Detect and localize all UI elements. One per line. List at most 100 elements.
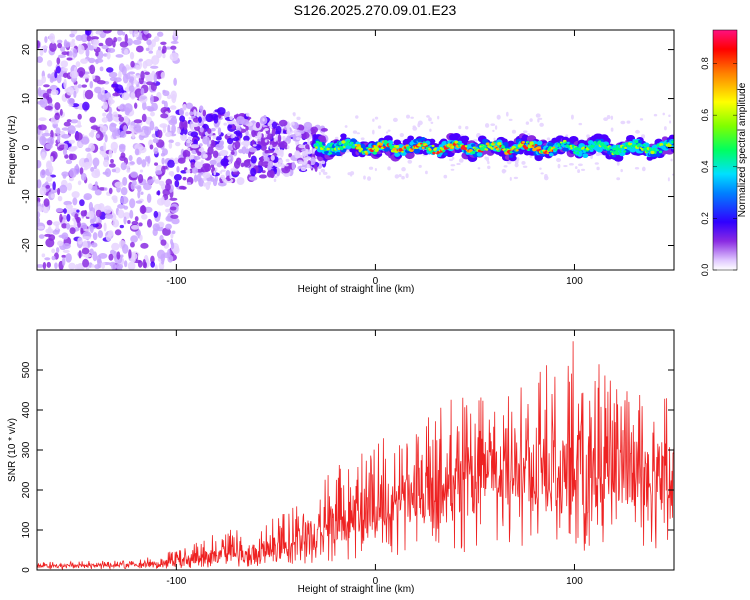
spectrogram-cell (241, 140, 251, 147)
spectrogram-cell (413, 148, 421, 154)
spectrogram-cell (61, 127, 69, 131)
spectrogram-cell (641, 166, 646, 172)
spectrogram-cell (95, 30, 102, 35)
spectrogram-cell (607, 148, 610, 151)
spectrogram-cell (112, 92, 120, 97)
spectrogram-cell (82, 89, 87, 100)
spectrogram-cell (114, 167, 121, 174)
spectrogram-cell (161, 157, 165, 165)
spectrogram-cell (243, 135, 250, 142)
spectrogram-cell (451, 145, 455, 149)
spectrogram-cell (355, 115, 359, 119)
spectrogram-cell (609, 150, 613, 153)
spectrogram-cell (578, 122, 583, 126)
spectrogram-cell (653, 113, 658, 117)
spectrogram-cell (93, 39, 98, 50)
spectrogram-cell (167, 124, 171, 134)
spectrogram-cell (577, 169, 581, 174)
spectrogram-cell (623, 150, 627, 153)
spectrogram-cell (212, 150, 219, 158)
spectrogram-cell (341, 140, 346, 144)
spectrogram-cell (42, 92, 50, 99)
spectrogram-cell (92, 232, 98, 241)
spectrogram-cell (117, 30, 124, 36)
spectrogram-cell (182, 133, 186, 139)
spectrogram-cell (171, 124, 176, 134)
spectrogram-cell (571, 114, 574, 120)
spectrogram-cell (637, 139, 643, 144)
spectrogram-cell (75, 263, 79, 270)
spectrogram-cell (75, 61, 81, 67)
spectrogram-cell (142, 259, 147, 269)
spectrogram-cell (503, 165, 508, 168)
spectrogram-cell (140, 191, 144, 195)
spectrogram-cell (670, 158, 673, 162)
spectrogram-cell (101, 44, 109, 50)
spectrogram-cell (127, 261, 136, 270)
spectrogram-cell (658, 146, 661, 149)
spectrogram-cell (526, 140, 530, 143)
spectrogram-cell (80, 58, 89, 64)
spectrogram-cell (81, 84, 88, 88)
spectrogram-cell (486, 156, 490, 162)
spectrogram-cell (102, 159, 109, 168)
spectrogram-cell (194, 123, 198, 127)
spectrogram-cell (270, 155, 275, 161)
spectrogram-cell (144, 71, 150, 76)
spectrogram-cell (190, 144, 200, 149)
spectrogram-cell (262, 118, 265, 122)
spectrogram-cell (169, 52, 179, 62)
spectrogram-cell (65, 209, 74, 214)
spectrogram-cell (90, 166, 95, 173)
spectrogram-cell (141, 159, 147, 168)
spectrogram-cell (143, 126, 152, 136)
spectrogram-cell (43, 198, 50, 207)
spectrogram-cell (113, 147, 117, 154)
spectrogram-cell (248, 147, 257, 153)
spectrogram-cell (202, 177, 207, 181)
spectrogram-cell (277, 134, 282, 143)
spectrogram-cell (417, 122, 421, 128)
spectrogram-cell (72, 197, 78, 206)
spectrogram-cell (142, 101, 147, 111)
spectrogram-cell (223, 122, 228, 126)
spectrogram-cell (513, 146, 516, 149)
spectrogram-cell (123, 260, 128, 268)
spectrogram-cell (539, 122, 544, 127)
spectrogram-cell (114, 229, 122, 236)
spectrogram-cell (548, 152, 554, 157)
spectrogram-cell (80, 227, 84, 235)
spectrogram-cell (129, 209, 134, 219)
spectrogram-cell (207, 127, 212, 134)
spectrogram-cell (130, 171, 138, 178)
spectrogram-cell (398, 174, 402, 178)
spectrogram-cell (582, 153, 589, 159)
spectrogram-cell (84, 89, 94, 100)
spectrogram-cell (128, 249, 132, 259)
spectrogram-cell (620, 168, 623, 173)
spectrogram-cell (418, 164, 422, 168)
spectrogram-cell (37, 217, 41, 225)
spectrogram-cell (37, 40, 41, 49)
spectrogram-cell (37, 159, 42, 169)
spectrogram-cell (42, 205, 50, 214)
spectrogram-cell (296, 137, 301, 141)
spectrogram-cell (214, 175, 219, 182)
spectrogram-cell (405, 173, 409, 179)
spectrogram-cell (102, 101, 108, 111)
spectrogram-cell (248, 176, 258, 181)
spectrogram-cell (179, 107, 185, 116)
spectrogram-cell (388, 143, 392, 147)
spectrogram-cell (39, 97, 48, 108)
spectrogram-cell (165, 223, 172, 230)
spectrogram-cell (113, 36, 118, 43)
spectrogram-cell (501, 145, 505, 149)
spectrogram-cell (230, 151, 235, 155)
spectrogram-cell (582, 146, 585, 149)
spectrogram-cell (162, 188, 170, 196)
spectrogram-cell (635, 129, 640, 134)
spectrogram-cell (131, 253, 138, 260)
spectrogram-cell (50, 155, 54, 162)
spectrogram-cell (37, 179, 42, 189)
snr-ylabel: SNR (10 * v/v) (7, 418, 18, 482)
